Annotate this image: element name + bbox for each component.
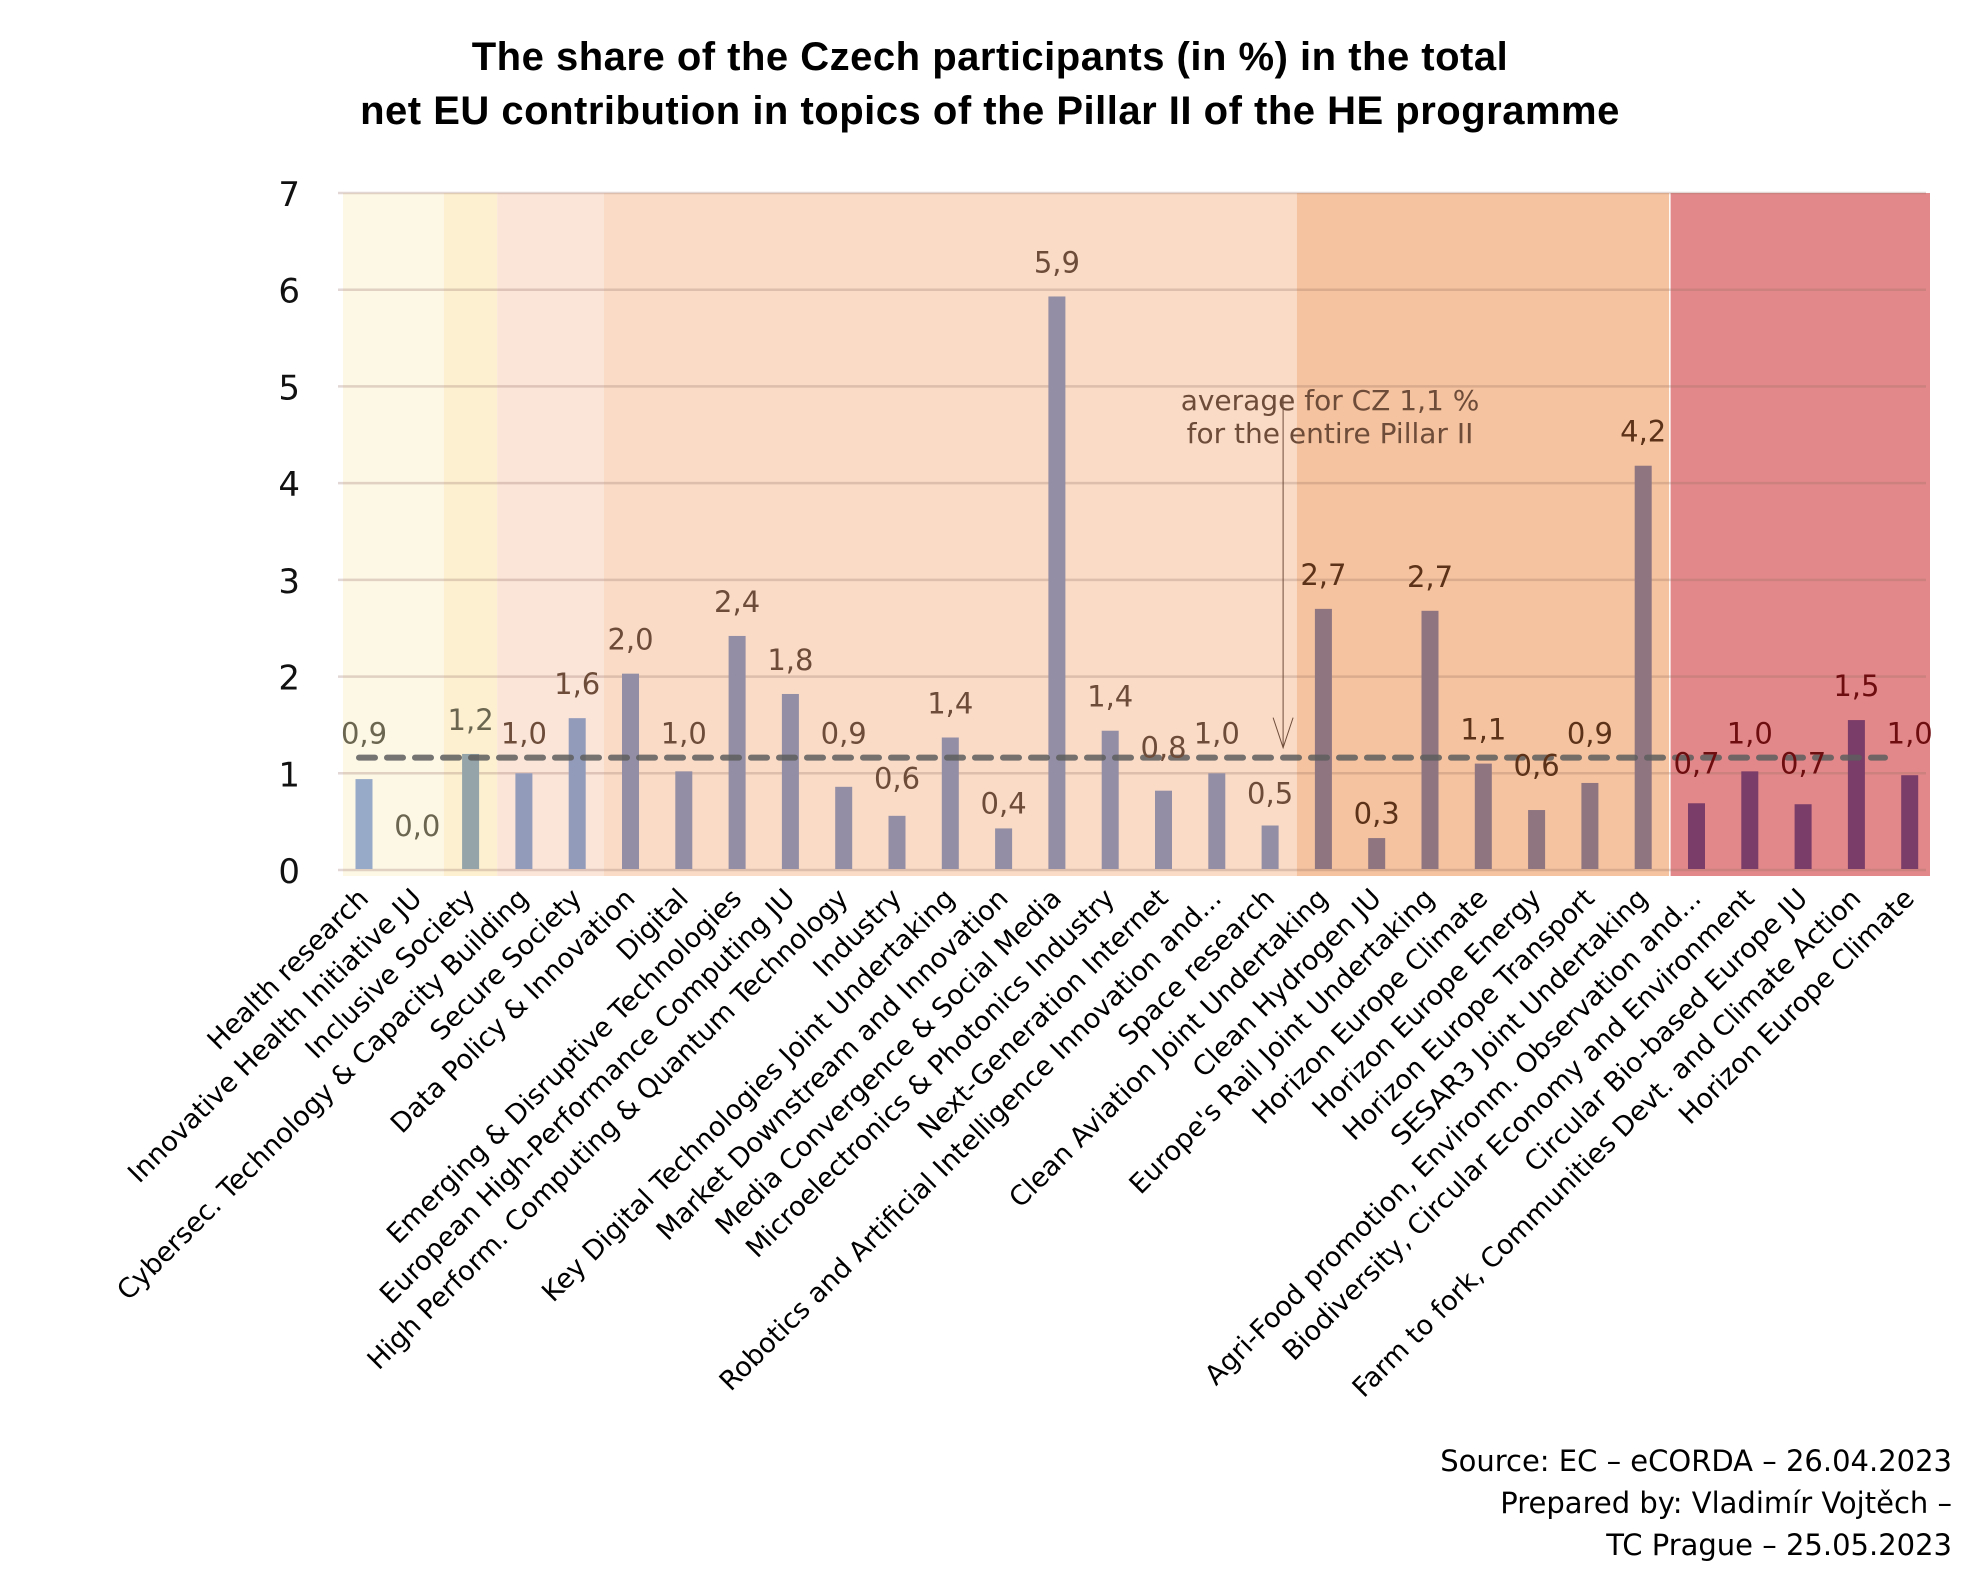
- data-label: 0,0: [394, 809, 440, 843]
- bar: [1101, 730, 1119, 869]
- y-axis-ticks: 0 1 2 3 4 5 6 7: [278, 175, 300, 892]
- data-label: 5,9: [1034, 245, 1080, 279]
- data-label: 2,7: [1407, 560, 1453, 594]
- data-label: 0,9: [341, 717, 387, 751]
- data-label: 0,9: [821, 717, 867, 751]
- bar: [1314, 608, 1332, 869]
- bar: [1155, 790, 1172, 869]
- bar: [1794, 804, 1812, 869]
- average-annotation: average for CZ 1,1 %: [1181, 384, 1480, 417]
- background-band: [497, 193, 604, 876]
- bar: [835, 786, 853, 869]
- y-tick-label: 7: [278, 175, 300, 215]
- background-band: [343, 193, 444, 876]
- bar: [1368, 838, 1386, 869]
- data-label: 2,4: [714, 585, 760, 619]
- data-label: 0,8: [1140, 731, 1186, 765]
- bar: [995, 828, 1013, 869]
- data-label: 1,0: [661, 717, 707, 751]
- data-label: 1,8: [767, 643, 813, 677]
- average-annotation: for the entire Pillar II: [1187, 417, 1474, 450]
- chart-title-line-1: The share of the Czech participants (in …: [471, 35, 1509, 79]
- y-tick-label: 1: [278, 755, 300, 795]
- y-tick-label: 2: [278, 659, 300, 699]
- data-label: 0,7: [1780, 747, 1826, 781]
- bar: [568, 718, 586, 869]
- bar: [1048, 296, 1066, 870]
- data-label: 0,5: [1247, 777, 1293, 811]
- data-label: 1,2: [448, 703, 494, 737]
- bar: [781, 693, 799, 869]
- bar: [1688, 803, 1705, 869]
- data-label: 0,6: [874, 762, 920, 796]
- y-tick-label: 3: [278, 562, 300, 602]
- data-labels: 0,90,01,2 1,01,62,01,02,41,80,90,61,40,45…: [341, 245, 1933, 843]
- data-label: 2,0: [607, 623, 653, 657]
- y-tick-label: 0: [278, 852, 300, 892]
- bar: [515, 773, 533, 869]
- y-tick-label: 4: [278, 465, 300, 505]
- y-tick-label: 6: [278, 272, 300, 312]
- data-label: 0,4: [981, 787, 1027, 821]
- chart-title: The share of the Czech participants (in …: [0, 30, 1980, 138]
- background-band: [1669, 193, 1930, 876]
- bar: [1634, 465, 1652, 869]
- data-label: 1,4: [927, 687, 973, 721]
- arrow-head-icon: [1272, 717, 1294, 750]
- bar: [1208, 773, 1226, 869]
- bar: [888, 815, 906, 869]
- bar: [462, 753, 480, 869]
- bar: [1581, 782, 1599, 869]
- data-label: 0,7: [1673, 747, 1719, 781]
- data-label: 0,3: [1354, 797, 1400, 831]
- bar: [1261, 825, 1279, 869]
- bar: [622, 673, 639, 869]
- average-line-group: average for CZ 1,1 %for the entire Pilla…: [356, 384, 1888, 761]
- bar: [728, 635, 746, 869]
- background-bands: [343, 193, 1930, 876]
- y-tick-label: 5: [278, 368, 300, 408]
- data-label: 1,0: [1727, 717, 1773, 751]
- bar: [1901, 775, 1919, 869]
- data-label: 1,0: [1887, 717, 1933, 751]
- data-label: 1,1: [1460, 713, 1506, 747]
- data-label: 1,6: [554, 667, 600, 701]
- bar: [1474, 763, 1492, 869]
- bar: [355, 779, 373, 869]
- source-line-3: TC Prague – 25.05.2023: [1606, 1528, 1952, 1562]
- data-label: 1,0: [1194, 717, 1240, 751]
- source-line-2: Prepared by: Vladimír Vojtěch –: [1500, 1486, 1952, 1520]
- data-label: 1,0: [501, 717, 547, 751]
- bar: [1741, 771, 1759, 869]
- bar: [941, 737, 959, 869]
- bar: [675, 771, 693, 869]
- data-label: 1,4: [1087, 680, 1133, 714]
- bar: [1528, 810, 1546, 869]
- chart-title-line-2: net EU contribution in topics of the Pil…: [360, 89, 1620, 133]
- data-label: 1,5: [1833, 669, 1879, 703]
- bar: [1847, 720, 1865, 869]
- source-line-1: Source: EC – eCORDA – 26.04.2023: [1440, 1444, 1952, 1478]
- bar: [1421, 610, 1439, 869]
- source-note: Source: EC – eCORDA – 26.04.2023 Prepare…: [1440, 1440, 1952, 1566]
- gridlines: [338, 191, 1926, 872]
- data-label: 2,7: [1300, 558, 1346, 592]
- data-label: 0,6: [1514, 749, 1560, 783]
- background-band: [1296, 193, 1670, 876]
- data-label: 4,2: [1620, 415, 1666, 449]
- data-label: 0,9: [1567, 717, 1613, 751]
